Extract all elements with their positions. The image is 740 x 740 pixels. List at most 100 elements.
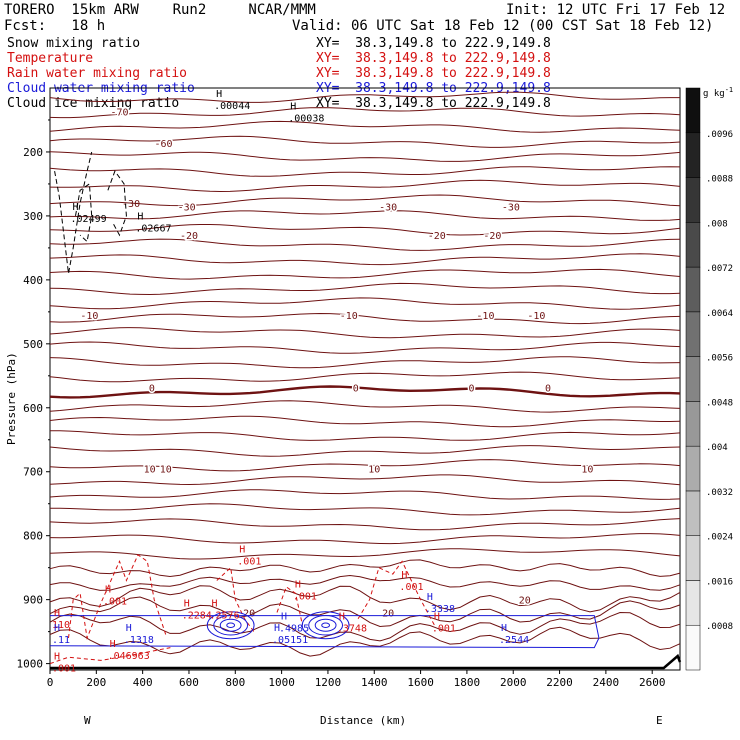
maximum-marker: H (54, 623, 60, 634)
temperature-contour (49, 400, 681, 413)
x-tick-label: 600 (179, 676, 199, 689)
temperature-contour (49, 611, 681, 642)
temperature-contour (49, 341, 681, 354)
temperature-contour-label: 0 (353, 383, 359, 394)
maximum-marker: H (239, 544, 245, 555)
temperature-contour (49, 574, 681, 591)
terrain-line (50, 653, 682, 670)
y-tick-label: 500 (23, 338, 43, 351)
x-tick-label: 1200 (315, 676, 342, 689)
maximum-marker: H (212, 599, 218, 610)
x-tick-label: 400 (133, 676, 153, 689)
temperature-contour (49, 194, 681, 207)
maximum-label: 110 (52, 620, 70, 631)
valid-time: Valid: 06 UTC Sat 18 Feb 12 (00 CST Sat … (292, 18, 714, 34)
temperature-contour-label: 10 (144, 465, 156, 476)
legend-cloud-ice: Cloud ice mixing ratio (7, 96, 180, 111)
colorbar-tick-label: .0008 (706, 622, 733, 632)
temperature-contour (49, 626, 681, 657)
colorbar-tick-label: .0032 (706, 488, 733, 498)
temperature-contour (49, 445, 681, 457)
y-axis-label: Pressure (hPa) (5, 352, 18, 445)
colorbar-cell (685, 445, 701, 492)
temperature-contour-label: 0 (545, 383, 551, 394)
maximum-marker: H (110, 639, 116, 650)
cloud-water-contour (219, 618, 242, 632)
temperature-contour (49, 371, 681, 383)
colorbar-tick-label: .0088 (706, 175, 733, 185)
maximum-marker: H (339, 611, 345, 622)
x-tick-label: 2600 (639, 676, 666, 689)
temperature-contour-label: 20 (519, 596, 531, 607)
cloud-water-contour (226, 622, 236, 628)
legend-rain: Rain water mixing ratio (7, 66, 188, 81)
legend-snow: Snow mixing ratio (7, 36, 141, 51)
x-tick-label: 1800 (454, 676, 481, 689)
temperature-contour (49, 107, 681, 119)
colorbar-cell (685, 266, 701, 313)
colorbar-tick-label: .0016 (706, 577, 733, 587)
temperature-contour-label: -20 (180, 231, 198, 242)
maximum-marker: H (54, 652, 60, 663)
temperature-contour-label: -60 (154, 139, 172, 150)
temperature-contour (49, 135, 681, 148)
colorbar-cell (685, 490, 701, 536)
rain-water-contour (49, 647, 171, 665)
snow-contour (75, 182, 93, 243)
maximum-marker: H (126, 623, 132, 634)
temperature-contour (49, 459, 681, 472)
colorbar-cell (685, 580, 701, 626)
x-tick-label: 2000 (500, 676, 527, 689)
temperature-contour (50, 430, 681, 441)
x-end-east: E (656, 714, 663, 727)
temperature-contour-label: -10 (476, 311, 494, 322)
legend-rain-xy: XY= 38.3,149.8 to 222.9,149.8 (316, 66, 551, 81)
temperature-contour (49, 489, 681, 500)
temperature-contour-label: -30 (178, 202, 196, 213)
maximum-label: .05151 (272, 635, 308, 646)
x-tick-label: 2400 (593, 676, 620, 689)
maximum-marker: H (427, 592, 433, 603)
maximum-label: .02499 (71, 214, 107, 225)
x-tick-label: 1600 (407, 676, 434, 689)
maximum-marker: H (401, 570, 407, 581)
init-time: Init: 12 UTC Fri 17 Feb 12 (506, 2, 726, 18)
maximum-marker: H (290, 102, 296, 113)
x-tick-label: 2200 (546, 676, 573, 689)
temperature-contour-label: 10 (368, 465, 380, 476)
maximum-label: .046963 (108, 651, 150, 662)
temperature-contour-label: -70 (110, 108, 128, 119)
temperature-contour (49, 166, 681, 177)
maximum-label: .3338 (425, 604, 455, 615)
maximum-label: .001 (293, 591, 317, 602)
plot-frame (49, 87, 681, 671)
temperature-contour (49, 120, 681, 133)
temperature-contour (49, 596, 681, 628)
maximum-marker: H (137, 212, 143, 223)
maximum-label: .2544 (499, 635, 529, 646)
colorbar-cell (685, 624, 701, 671)
temperature-contour (49, 268, 681, 280)
colorbar-cell (685, 401, 701, 447)
maximum-marker: H (501, 623, 507, 634)
rain-water-contour (357, 560, 435, 626)
maximum-label: .00044 (214, 101, 250, 112)
colorbar-tick-label: .0072 (706, 264, 733, 274)
colorbar-cell (685, 132, 701, 178)
temperature-contour (49, 297, 681, 310)
temperature-contour-label: -10 (80, 311, 98, 322)
temperature-contour-label: -30 (502, 202, 520, 213)
maximum-marker: H (274, 623, 280, 634)
colorbar-cell (685, 177, 701, 223)
x-tick-label: 200 (86, 676, 106, 689)
temperature-contour (49, 224, 681, 236)
snow-contour (54, 151, 93, 274)
temperature-contour (49, 91, 680, 103)
temperature-contour-label: 20 (382, 608, 394, 619)
maximum-marker: H (434, 611, 440, 622)
y-tick-label: 600 (23, 402, 43, 415)
x-tick-label: 0 (47, 676, 54, 689)
colorbar-unit: g kg-1 (703, 86, 734, 99)
temperature-contour-label: -20 (428, 231, 446, 242)
temperature-contour (49, 585, 681, 613)
